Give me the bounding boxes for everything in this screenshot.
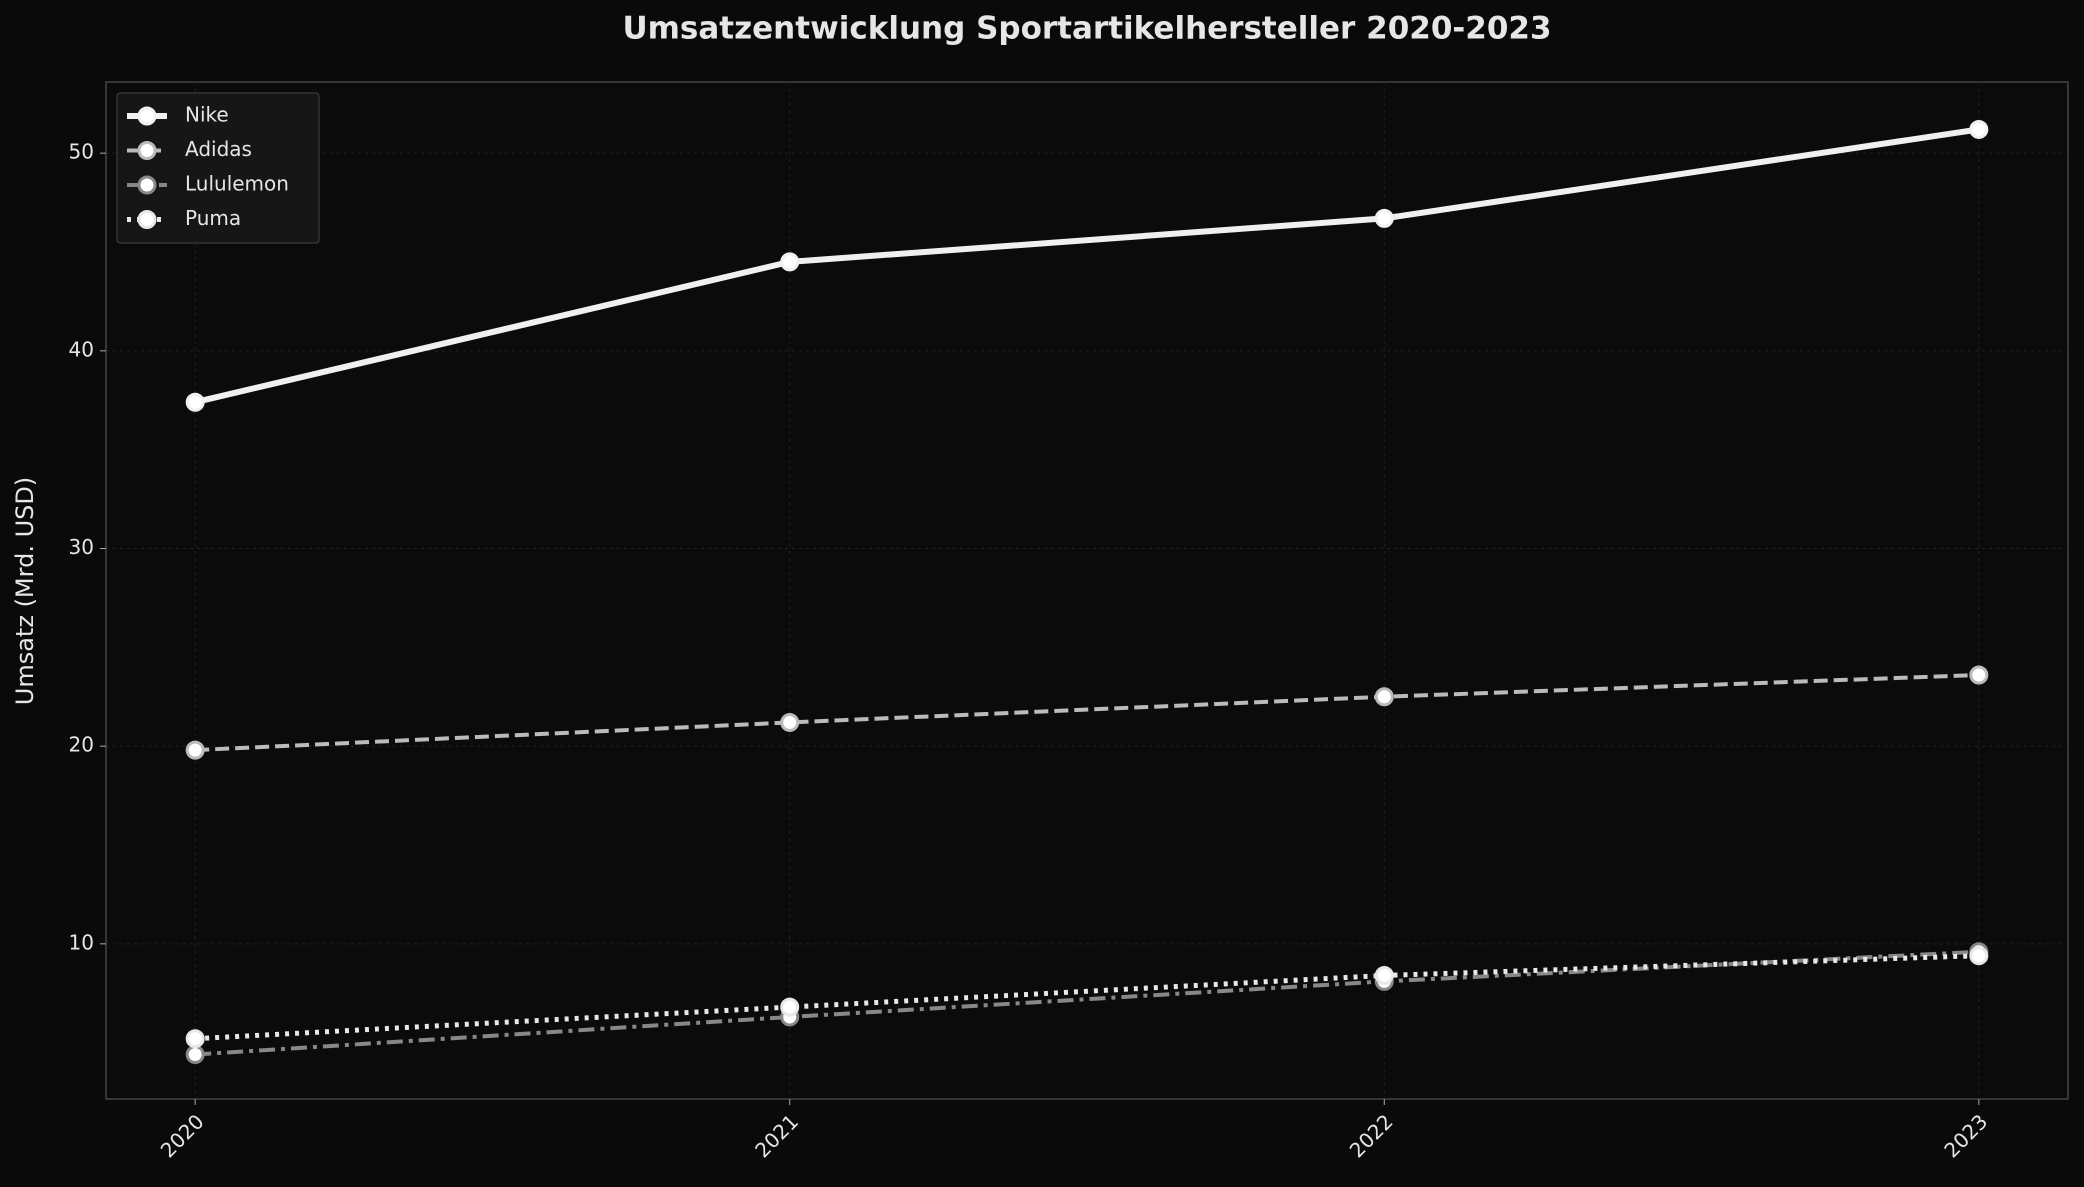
data-point: [185, 740, 205, 760]
legend-marker: [137, 141, 157, 160]
y-tick-label: 20: [69, 733, 94, 757]
series-line: [195, 953, 1979, 1042]
data-point: [1969, 946, 1989, 966]
y-tick-label: 50: [69, 140, 94, 164]
chart-title: Umsatzentwicklung Sportartikelhersteller…: [622, 11, 1551, 47]
series-line: [194, 126, 1980, 406]
legend-box: [116, 92, 320, 244]
data-point: [1374, 208, 1394, 228]
data-point: [1969, 665, 1989, 685]
data-point: [185, 392, 205, 412]
legend-label: Nike: [185, 103, 229, 127]
data-point: [780, 712, 800, 732]
legend-marker: [137, 175, 157, 195]
series-line: [195, 949, 1979, 1057]
y-tick-label: 10: [69, 930, 94, 954]
legend-label: Lululemon: [185, 172, 289, 196]
legend-marker: [137, 210, 157, 229]
data-point: [780, 997, 800, 1017]
y-tick-label: 40: [69, 337, 94, 361]
legend-label: Puma: [185, 206, 241, 230]
data-point: [185, 1029, 205, 1049]
y-tick-label: 30: [69, 535, 94, 559]
data-point: [1969, 119, 1989, 139]
y-axis-label: Umsatz (Mrd. USD): [11, 477, 39, 705]
legend-marker: [137, 106, 157, 126]
plot-area: [105, 81, 2069, 1100]
data-point: [185, 1045, 205, 1065]
series-line: [195, 673, 1979, 753]
data-point: [780, 252, 800, 272]
legend-label: Adidas: [185, 137, 252, 161]
data-point: [1374, 965, 1394, 985]
data-point: [1374, 687, 1394, 707]
